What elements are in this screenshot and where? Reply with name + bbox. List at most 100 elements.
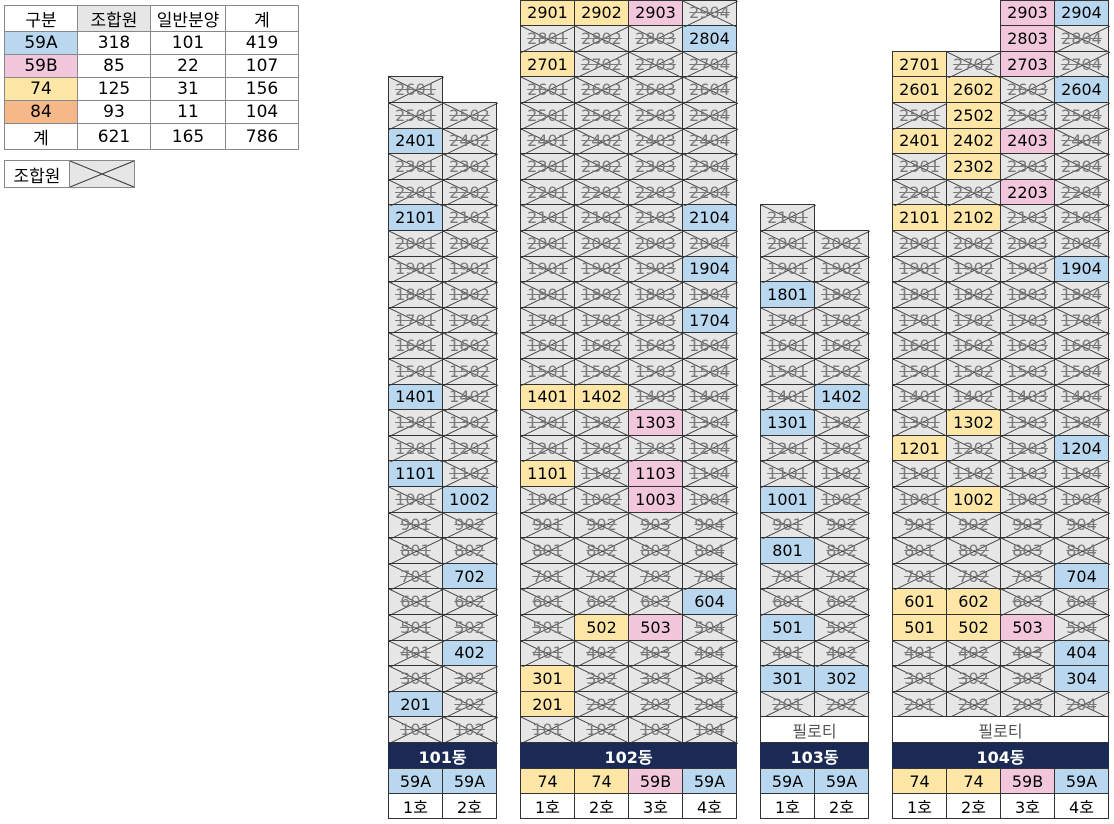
unit-cell: 2004: [1054, 230, 1110, 258]
unit-cell: 1501: [892, 358, 948, 386]
pilotis-label: 필로티: [892, 716, 1109, 743]
unit-cell: 202: [574, 690, 630, 719]
summary-type-cell: 74: [4, 77, 78, 101]
unit-cell: 1302: [814, 409, 870, 437]
unit-cell: 1504: [682, 358, 738, 386]
unit-cell: 1401: [892, 383, 948, 412]
unit-cell: 2301: [520, 153, 576, 181]
unit-cell: 1002: [442, 486, 497, 513]
unit-cell: 301: [388, 665, 444, 693]
unit-cell: 2704: [1054, 50, 1110, 79]
unit-cell: 901: [388, 511, 444, 540]
unit-cell: 702: [442, 562, 497, 590]
unit-cell: 501: [520, 614, 576, 642]
unit-cell: 1701: [760, 306, 816, 335]
unit-cell: 1101: [520, 460, 575, 487]
unit-cell: 304: [1054, 665, 1109, 692]
building-name: 103동: [760, 743, 869, 768]
unit-cell: 602: [814, 588, 870, 616]
unit-cell: 802: [442, 537, 498, 565]
unit-cell: 1402: [442, 383, 498, 412]
unit-cell: 902: [814, 511, 870, 540]
unit-cell: 2102: [574, 204, 630, 232]
unit-cell: 903: [1000, 511, 1056, 540]
summary-value-cell: 621: [77, 123, 151, 150]
unit-cell: 702: [946, 562, 1002, 591]
unit-cell: 204: [1054, 690, 1110, 719]
unit-cell: 803: [628, 537, 684, 565]
unit-cell: 1303: [1000, 409, 1056, 437]
unit-cell: 201: [520, 690, 575, 718]
summary-value-cell: 31: [150, 77, 226, 101]
unit-cell: 302: [946, 665, 1002, 693]
unit-cell: 1701: [520, 306, 576, 335]
unit-cell: 1303: [628, 409, 683, 436]
unit-cell: 2402: [574, 127, 630, 156]
unit-cell: 804: [682, 537, 738, 565]
unit-cell: 203: [628, 690, 684, 719]
member-key: 조합원: [4, 160, 135, 188]
unit-cell: 302: [442, 665, 498, 693]
unit-cell: 901: [892, 511, 948, 540]
unit-cell: 301: [520, 665, 575, 692]
unit-cell: 2103: [1000, 204, 1056, 232]
unit-cell: 102: [442, 716, 498, 744]
unit-cell: 504: [1054, 614, 1110, 642]
unit-cell: 2604: [1054, 76, 1109, 103]
unit-cell: 1103: [1000, 460, 1056, 488]
unit-cell: 302: [574, 665, 630, 693]
unit-cell: 501: [760, 614, 815, 641]
unit-cell: 1501: [520, 358, 576, 386]
unit-cell: 2401: [388, 127, 443, 155]
unit-cell: 1802: [442, 281, 498, 309]
unit-cell: 1703: [1000, 306, 1056, 335]
unit-cell: 902: [946, 511, 1002, 540]
summary-value-cell: 85: [77, 54, 151, 78]
summary-value-cell: 165: [150, 123, 226, 150]
unit-cell: 603: [1000, 588, 1056, 616]
unit-cell: 902: [574, 511, 630, 540]
unit-cell: 1501: [388, 358, 444, 386]
unit-cell: 1502: [814, 358, 870, 386]
unit-type-cell: 74: [574, 768, 629, 794]
unit-cell: 1304: [1054, 409, 1110, 437]
building-name: 101동: [388, 743, 497, 768]
unit-number-cell: 2호: [814, 793, 869, 819]
unit-type-cell: 74: [892, 768, 947, 794]
unit-cell: 401: [892, 639, 948, 668]
unit-cell: 2901: [520, 0, 575, 27]
unit-cell: 1302: [442, 409, 498, 437]
unit-cell: 204: [682, 690, 738, 719]
unit-type-cell: 74: [946, 768, 1001, 794]
unit-cell: 1401: [760, 383, 816, 412]
unit-cell: 2904: [682, 0, 738, 28]
unit-cell: 603: [628, 588, 684, 616]
unit-cell: 403: [1000, 639, 1056, 668]
unit-cell: 2003: [628, 230, 684, 258]
unit-cell: 2104: [682, 204, 737, 231]
unit-cell: 1003: [628, 486, 683, 513]
unit-cell: 1201: [892, 434, 947, 462]
unit-cell: 1801: [760, 281, 815, 308]
summary-value-cell: 786: [225, 123, 299, 150]
unit-cell: 2302: [574, 153, 630, 181]
unit-cell: 1802: [946, 281, 1002, 309]
unit-cell: 2404: [682, 127, 738, 156]
unit-cell: 1102: [946, 460, 1002, 488]
unit-cell: 1301: [892, 409, 948, 437]
unit-cell: 2301: [892, 153, 948, 181]
unit-cell: 2304: [682, 153, 738, 181]
unit-cell: 2702: [574, 50, 630, 79]
unit-cell: 2203: [1000, 178, 1055, 206]
unit-cell: 2401: [520, 127, 576, 156]
unit-cell: 2003: [1000, 230, 1056, 258]
unit-cell: 1203: [1000, 434, 1056, 463]
unit-cell: 1001: [520, 486, 576, 514]
unit-cell: 1501: [760, 358, 816, 386]
unit-cell: 1901: [388, 255, 444, 284]
unit-cell: 1201: [388, 434, 444, 463]
unit-cell: 1504: [1054, 358, 1110, 386]
unit-cell: 1701: [388, 306, 444, 335]
unit-cell: 1302: [946, 409, 1001, 436]
unit-cell: 801: [520, 537, 576, 565]
